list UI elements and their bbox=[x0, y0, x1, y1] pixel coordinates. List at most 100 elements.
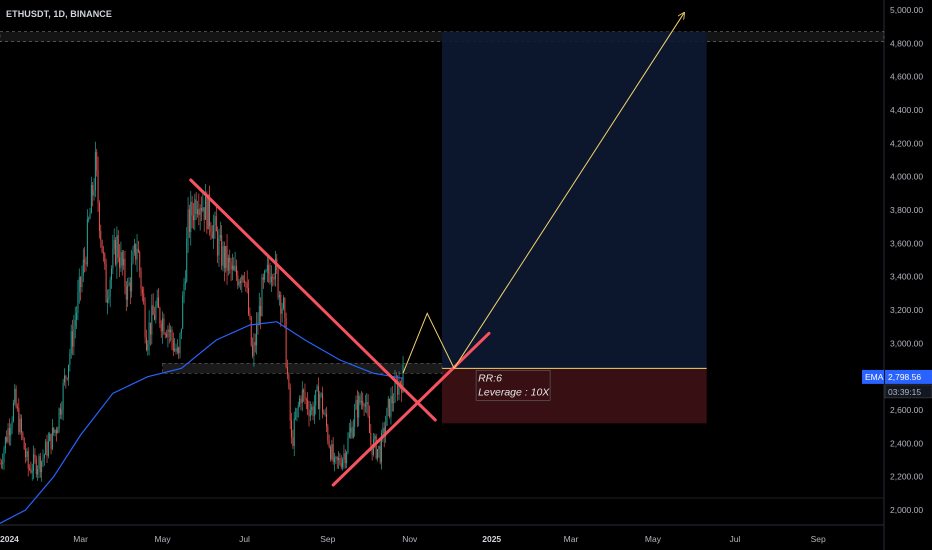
candle-body bbox=[203, 207, 205, 220]
candle-body bbox=[320, 393, 322, 395]
candle-body bbox=[346, 452, 348, 464]
candle-body bbox=[147, 344, 149, 351]
candle-body bbox=[233, 265, 235, 271]
candle-body bbox=[186, 238, 188, 282]
candle-body bbox=[309, 410, 311, 417]
candle-body bbox=[51, 427, 53, 449]
candle-body bbox=[174, 348, 176, 351]
candle-body bbox=[198, 209, 200, 216]
candle-body bbox=[402, 365, 404, 393]
candle-body bbox=[82, 259, 84, 275]
candle-body bbox=[183, 283, 185, 296]
candle-body bbox=[93, 190, 95, 196]
candle-body bbox=[19, 418, 21, 433]
candle-body bbox=[229, 257, 231, 263]
candle-body bbox=[112, 248, 114, 269]
candle-body bbox=[141, 289, 143, 294]
candle-body bbox=[393, 402, 395, 404]
candle-body bbox=[249, 314, 251, 317]
ema-tag-value-bg bbox=[885, 369, 932, 384]
candle-body bbox=[217, 231, 219, 256]
x-tick-label: 2024 bbox=[0, 534, 19, 544]
candle-body bbox=[342, 459, 344, 468]
candle-body bbox=[25, 449, 26, 458]
candle-body bbox=[226, 245, 228, 271]
candle-body bbox=[336, 456, 338, 461]
candle-body bbox=[382, 427, 384, 434]
candle-body bbox=[39, 456, 41, 473]
y-tick-label: 3,400.00 bbox=[890, 272, 923, 282]
candle-body bbox=[303, 389, 305, 393]
candle-body bbox=[354, 409, 356, 427]
candle-body bbox=[390, 395, 392, 417]
y-tick-label: 4,000.00 bbox=[890, 172, 923, 182]
candle-body bbox=[108, 296, 110, 300]
candle-body bbox=[266, 264, 268, 271]
candle-body bbox=[366, 402, 368, 404]
annotation-box bbox=[475, 370, 551, 401]
candle-body bbox=[398, 381, 400, 395]
candle-body bbox=[260, 305, 262, 316]
candle-body bbox=[252, 345, 254, 357]
candle-body bbox=[70, 331, 72, 354]
candle-body bbox=[42, 457, 44, 462]
candle-body bbox=[194, 199, 196, 221]
candle-body bbox=[90, 185, 92, 214]
candle-body bbox=[167, 329, 169, 337]
candle-body bbox=[245, 282, 247, 284]
candle-body bbox=[128, 282, 130, 286]
candle-body bbox=[184, 281, 186, 284]
x-tick-label: Mar bbox=[564, 534, 579, 544]
candle-body bbox=[55, 429, 57, 434]
x-tick-label: May bbox=[155, 534, 172, 544]
ascending-trendline bbox=[331, 331, 491, 487]
y-tick-label: 4,800.00 bbox=[890, 38, 923, 48]
candle-body bbox=[76, 312, 78, 320]
candle-body bbox=[144, 303, 146, 338]
candle-body bbox=[383, 427, 385, 437]
ema-tag-label-bg bbox=[862, 369, 884, 384]
candle-body bbox=[30, 468, 32, 473]
ema-timer-bg bbox=[884, 384, 932, 399]
candle-body bbox=[256, 323, 258, 346]
candle-body bbox=[356, 400, 358, 418]
candle-body bbox=[272, 276, 274, 278]
candle-body bbox=[301, 389, 303, 404]
candle-body bbox=[358, 395, 360, 418]
candle-body bbox=[152, 305, 154, 315]
candle-body bbox=[121, 251, 123, 266]
candle-body bbox=[201, 208, 202, 211]
candle-body bbox=[230, 262, 232, 270]
candle-body bbox=[192, 215, 194, 221]
candle-body bbox=[81, 274, 83, 288]
candle-body bbox=[321, 393, 323, 413]
candle-body bbox=[296, 408, 298, 418]
candle-body bbox=[159, 307, 161, 324]
candle-body bbox=[100, 230, 102, 240]
candle-body bbox=[328, 440, 330, 447]
candle-body bbox=[281, 308, 283, 314]
candle-body bbox=[68, 364, 69, 379]
candle-body bbox=[206, 194, 208, 230]
candle-body bbox=[250, 316, 252, 346]
candle-body bbox=[325, 413, 327, 427]
candle-body bbox=[137, 248, 139, 253]
candle-body bbox=[394, 380, 396, 403]
candle-body bbox=[34, 454, 36, 459]
candle-body bbox=[352, 426, 354, 438]
symbol-label[interactable]: ETHUSDT, 1D, BINANCE bbox=[6, 9, 113, 19]
candle-body bbox=[151, 305, 153, 335]
candle-body bbox=[370, 433, 372, 445]
candle-body bbox=[37, 469, 39, 475]
candle-body bbox=[187, 209, 189, 239]
candle-body bbox=[166, 334, 168, 337]
candle-body bbox=[219, 235, 221, 238]
candle-body bbox=[4, 437, 6, 449]
candle-body bbox=[53, 427, 55, 433]
candle-body bbox=[324, 413, 326, 415]
candle-body bbox=[191, 201, 193, 216]
candle-body bbox=[7, 428, 9, 442]
candle-body bbox=[107, 299, 108, 303]
candle-body bbox=[374, 435, 376, 440]
